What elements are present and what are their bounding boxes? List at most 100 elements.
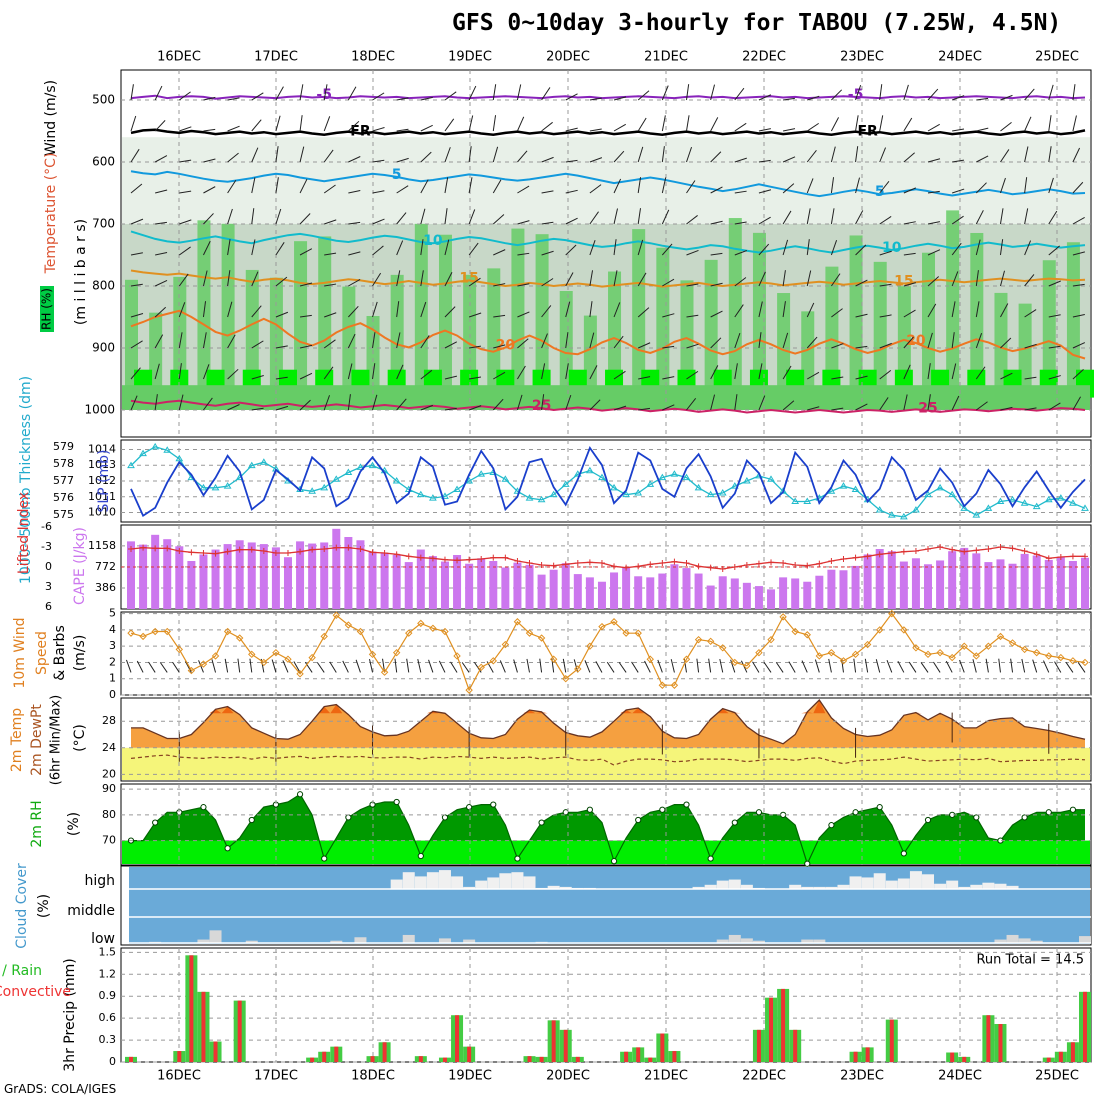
rh2m-point [707,855,714,862]
lifted-index-point [985,546,992,552]
wind-barb [203,213,214,225]
wind-barb [348,251,361,256]
wind-barb [807,371,820,380]
wind-barb [444,407,457,411]
wind-speed-point [1008,639,1017,647]
temp-tick-label: 24 [102,741,116,754]
wind-speed-point [815,652,824,660]
pressure-tick-label: 1000 [84,403,115,417]
wind-barb [275,146,279,163]
wind-barb [830,273,841,287]
top-date-label: 16DEC [157,50,201,65]
wind-speed-point [972,652,981,660]
wind-barb [638,376,651,380]
wind-speed-point [682,655,691,663]
cloud-bar-high [909,871,922,889]
wind-barb [444,208,448,225]
wind-barb [541,394,545,411]
cape-bar [924,564,933,609]
thickness-point [887,511,896,518]
wind-barb [372,301,378,318]
wind-barb [903,394,908,411]
wind-barb [1000,372,1013,380]
wind-barb [951,271,959,287]
wind-barb [517,150,528,163]
precip-convective-bar [334,1046,339,1062]
wind-barb-10m [394,658,398,673]
cape-bar [730,578,739,609]
wind-barb [178,302,186,318]
wind-speed-point [405,629,413,637]
wind-barb [155,189,168,194]
cape-bar [670,564,679,609]
lifted-index-point [949,546,956,553]
wind-barb [347,333,356,349]
lifted-index-point [912,548,919,554]
bottom-date-label: 21DEC [644,1069,688,1084]
wind-barb [807,406,820,411]
cloud-bar-low [330,940,343,943]
precip-convective-bar [467,1046,472,1062]
lifted-index-point [1021,548,1028,554]
wind-barb [951,301,956,318]
precip-convective-bar [563,1029,568,1062]
lifted-index-point [405,553,412,560]
precip-convective-bar [1046,1057,1051,1062]
thickness-point [1056,494,1065,501]
rh2m-point [248,816,255,824]
cloud-bar-high [897,878,910,889]
wind-speed-point [368,650,377,659]
rh2m-point [731,819,738,826]
chart-title: GFS 0~10day 3-hourly for TABOU (7.25W, 4… [452,10,1062,36]
wind-barb [637,90,650,101]
wind-barb [323,84,328,101]
temperature-contour-label: 20 [496,337,516,353]
thickness-point [308,487,317,494]
rh2m-point [1069,806,1077,813]
temperature-contour-label: 15 [894,274,913,290]
temperature-contour-label: FR [350,123,371,139]
wind-barb [661,146,665,163]
wind-barb-10m [184,661,192,673]
wind-barb [710,151,722,163]
rh-shade-70 [511,228,525,410]
wind-barb [493,249,506,256]
wind-barb-10m [853,658,857,673]
wind-barb [661,85,669,101]
cloud-bar-high [958,886,971,889]
wind-barb [1048,375,1061,380]
cloud-axis-unit: (%) [36,894,52,918]
cape-bar [271,547,280,609]
wind-barb [541,250,554,256]
wind-barb [879,397,889,411]
temp-axis-label-1: 2m Temp [9,708,25,772]
wind-barb [1048,84,1054,101]
wind-barb [1024,240,1032,256]
cape-bar [899,561,908,609]
wind-barb [710,282,723,287]
wind-barb [541,87,551,101]
top-date-label: 23DEC [840,50,884,65]
wind-barb [952,159,965,163]
temperature-contour-label: FR [857,123,878,139]
temperature-contour [130,309,1086,360]
precip-convective-bar [672,1051,677,1062]
wind-barb [782,210,792,225]
wind-speed-point [163,627,171,636]
wind-barb [565,159,578,163]
wind-barb [299,213,311,225]
wind-speed-point [127,629,135,637]
cape-bar [718,576,727,609]
wind-barb [469,345,482,349]
wind-barb [951,395,960,411]
lifted-index-point [659,560,666,566]
cape-bar [815,575,824,609]
bottom-date-label: 20DEC [546,1069,590,1084]
cape-bar [440,561,449,609]
wind-barb [734,157,747,163]
wind-barb [444,177,449,194]
wind-barb [275,376,288,380]
wind-barb [517,185,530,194]
lifted-index-point [804,562,811,569]
wind-barb [927,190,940,194]
